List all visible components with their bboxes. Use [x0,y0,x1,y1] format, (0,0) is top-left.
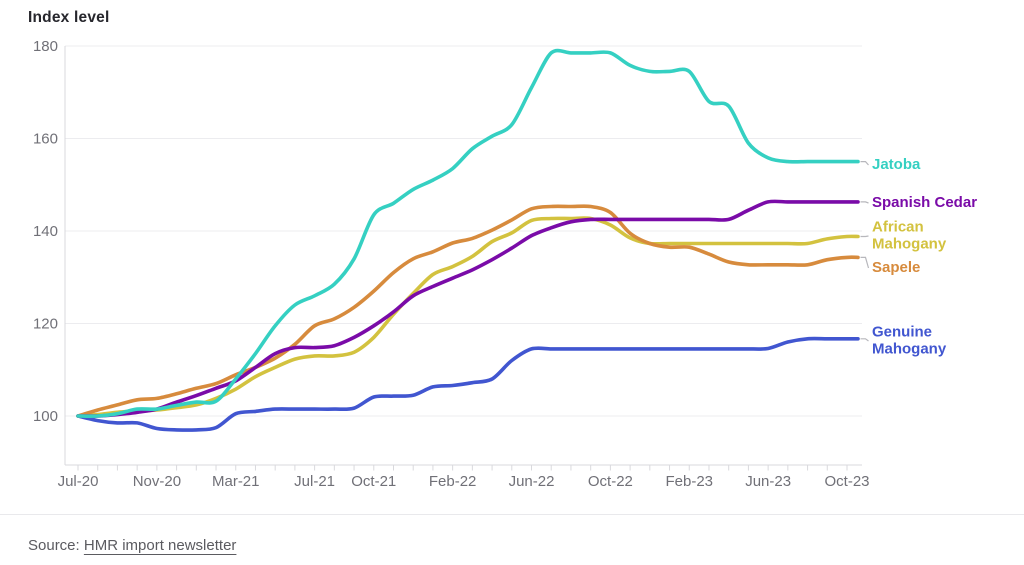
x-tick-label: Oct-22 [588,473,633,490]
legend-label-line: Sapele [872,258,921,276]
legend-connector-jatoba [860,161,869,166]
y-tick-label: 140 [33,223,58,240]
legend-connector-african-mahogany [860,235,869,238]
y-tick-label: 100 [33,408,58,425]
legend-connector-genuine-mahogany [860,338,869,342]
series-line-genuine-mahogany [76,336,860,432]
chart-title: Index level [28,9,110,26]
series-line-african-mahogany [76,216,860,418]
legend-label-sapele: Sapele [872,258,921,277]
x-tick-label: Jul-21 [294,473,335,490]
y-tick-label: 120 [33,316,58,333]
legend-connector-sapele [860,256,870,269]
x-tick-label: Feb-23 [665,473,713,490]
x-tick-label: Jun-22 [509,473,555,490]
x-tick-labels: Jul-20 Nov-20 Mar-21 Jul-21 Oct-21 Feb-22 Jun-… [58,473,870,490]
series-line-sapele [76,204,860,418]
line-chart: 100 120 140 160 180 Jul-20 Nov-20 Mar-21 Jul-21 O… [33,38,870,490]
legend-label-african-mahogany: African Mahogany [872,218,947,253]
footer-divider [0,514,1024,515]
source-prefix: Source: [28,537,84,554]
legend-label-spanish-cedar: Spanish Cedar [872,193,978,212]
legend-label-jatoba: Jatoba [872,155,921,174]
x-tick-label: Oct-21 [351,473,396,490]
legend-connector-spanish-cedar [860,201,869,204]
source-link[interactable]: HMR import newsletter [83,537,237,554]
x-tick-label: Nov-20 [133,473,181,490]
legend-label-genuine-mahogany: Genuine Mahogany [872,323,947,358]
legend-label-line: Mahogany [872,235,947,252]
y-tick-labels: 100 120 140 160 180 [33,38,58,425]
y-tick-label: 180 [33,38,58,55]
legend-label-line: African [872,218,924,236]
legend-label-line: Spanish Cedar [872,193,978,211]
legend-label-line: Genuine [872,323,933,341]
legend-label-line: Jatoba [872,155,921,173]
x-ticks [77,465,848,471]
series-line-jatoba [76,48,860,418]
x-tick-label: Mar-21 [212,473,260,490]
source-label: Source: HMR import newsletter [28,537,236,554]
legend-label-line: Mahogany [872,340,947,357]
series-line-spanish-cedar [76,199,860,418]
x-tick-label: Jun-23 [745,473,791,490]
x-tick-label: Oct-23 [824,473,869,490]
x-tick-label: Feb-22 [429,473,477,490]
y-gridlines [65,45,862,417]
x-tick-label: Jul-20 [58,473,99,490]
y-tick-label: 160 [33,131,58,148]
